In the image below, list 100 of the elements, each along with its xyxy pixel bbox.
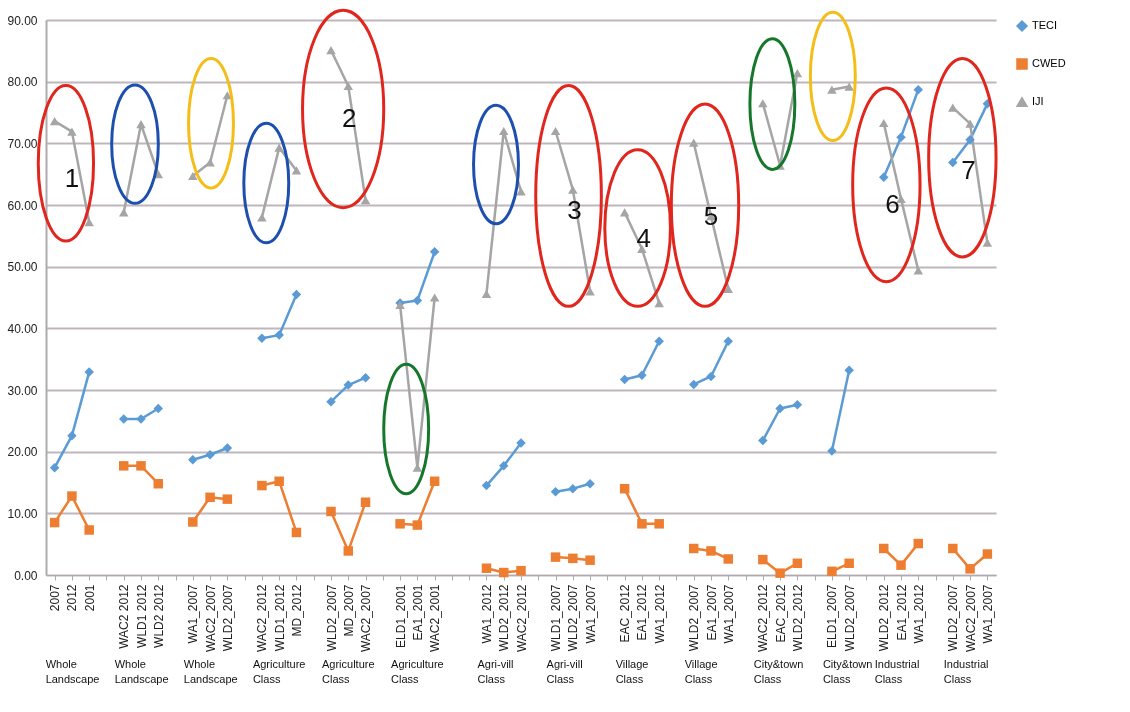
x-tick-label: WLD2_2012 xyxy=(790,584,805,652)
point xyxy=(965,134,975,145)
point xyxy=(429,476,440,487)
x-tick-label: WLD2_2007 xyxy=(687,584,702,652)
point xyxy=(775,568,785,578)
text: Village Class xyxy=(684,658,718,685)
x-tick-label: WA1_2012 xyxy=(652,584,667,644)
point xyxy=(792,400,803,410)
point xyxy=(568,553,578,564)
y-tick-label: 50.00 xyxy=(7,260,38,275)
point xyxy=(498,126,509,136)
point xyxy=(274,330,284,340)
annotation: 1 xyxy=(64,163,80,194)
text: Agri-vill Class xyxy=(477,658,514,685)
point xyxy=(619,208,630,217)
annotation: 6 xyxy=(885,189,900,219)
x-tick-label: WAC2_2012 xyxy=(514,584,529,653)
legend-label: IJI xyxy=(1032,95,1044,107)
x-tick-label: WLD2_2007 xyxy=(842,584,857,652)
point xyxy=(343,380,354,390)
point xyxy=(326,396,336,407)
x-tick-label: WLD2_2007 xyxy=(324,584,339,652)
text: Agri-vill Class xyxy=(546,658,583,685)
text: Whole Landscape xyxy=(183,658,238,685)
point xyxy=(585,555,595,565)
point xyxy=(654,298,664,308)
x-tick-label: WLD2_2012 xyxy=(877,584,892,652)
x-tick-label: ELD1_2007 xyxy=(825,584,840,648)
point xyxy=(118,208,129,217)
point xyxy=(792,558,803,569)
point xyxy=(568,483,578,494)
point xyxy=(758,99,768,108)
x-tick-label: WLD2_2007 xyxy=(220,584,235,652)
x-tick-label: 2001 xyxy=(82,584,97,612)
point xyxy=(948,157,958,168)
point xyxy=(948,103,958,112)
point xyxy=(412,520,423,530)
point xyxy=(878,172,889,182)
point xyxy=(84,218,94,227)
x-tick-label: EAC_2012 xyxy=(773,584,788,643)
y-tick-label: 70.00 xyxy=(7,136,38,151)
point xyxy=(723,284,734,293)
point xyxy=(326,46,336,55)
text: Village Class xyxy=(615,658,649,685)
text: Whole Landscape xyxy=(114,658,169,685)
text: Agriculture Class xyxy=(322,658,375,685)
point xyxy=(257,213,267,222)
point xyxy=(136,461,146,471)
x-tick-label: WAC2_2012 xyxy=(756,584,771,653)
x-tick-label: EA1_2007 xyxy=(704,584,719,641)
point xyxy=(136,120,146,129)
point xyxy=(291,527,302,538)
point xyxy=(188,454,198,465)
point xyxy=(775,403,785,414)
x-tick-label: EA1_2001 xyxy=(410,584,425,641)
point xyxy=(965,119,975,128)
point xyxy=(654,336,664,347)
point xyxy=(723,336,734,347)
point xyxy=(723,554,734,564)
point xyxy=(49,117,60,126)
text: City&town Class xyxy=(822,658,873,685)
point xyxy=(84,367,94,377)
point xyxy=(585,287,595,296)
point xyxy=(257,480,267,491)
point xyxy=(948,543,958,554)
y-tick-label: 60.00 xyxy=(7,198,38,213)
x-tick-label: WLD1_2007 xyxy=(549,584,564,652)
legend-label: TECI xyxy=(1032,19,1058,31)
point xyxy=(205,492,215,503)
text: Agriculture Class xyxy=(391,658,444,685)
point xyxy=(827,85,837,94)
x-tick-label: EAC_2012 xyxy=(618,584,633,643)
point xyxy=(896,560,906,570)
text: City&town Class xyxy=(753,658,804,685)
x-tick-label: WA1_2012 xyxy=(479,584,494,644)
x-tick-label: WLD2_2007 xyxy=(946,584,961,652)
point xyxy=(429,247,440,257)
point xyxy=(758,554,768,565)
point xyxy=(395,519,405,529)
annotation: 5 xyxy=(703,201,719,232)
annotation: 4 xyxy=(636,222,651,253)
x-tick-label: WAC2_2007 xyxy=(963,584,978,653)
x-tick-label: WA1_2007 xyxy=(980,584,995,644)
point xyxy=(153,403,164,414)
point xyxy=(568,185,578,194)
point xyxy=(498,461,509,471)
point xyxy=(913,538,924,549)
text: Whole Landscape xyxy=(45,658,100,685)
point xyxy=(654,519,664,529)
point xyxy=(343,546,354,556)
y-tick-label: 10.00 xyxy=(7,506,38,521)
point xyxy=(844,82,854,91)
x-tick-label: WAC2_2001 xyxy=(428,584,443,653)
point xyxy=(982,549,993,559)
point xyxy=(67,127,77,136)
point xyxy=(585,478,595,489)
y-tick-label: 90.00 xyxy=(7,13,38,28)
y-tick-label: 30.00 xyxy=(7,383,38,398)
x-tick-label: ELD1_2001 xyxy=(393,584,408,648)
point xyxy=(257,333,267,343)
